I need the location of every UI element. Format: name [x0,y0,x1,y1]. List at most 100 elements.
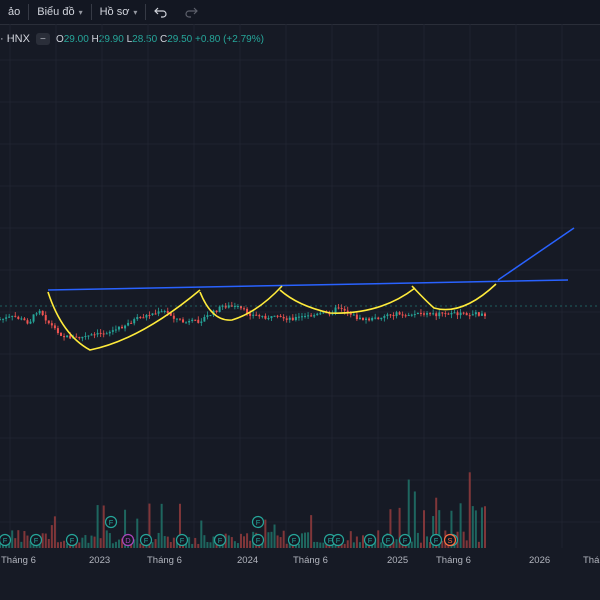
candle-body [8,316,11,318]
candle-body [453,312,456,314]
svg-text:S: S [447,536,452,545]
top-toolbar: ảo Biểu đồ ▾ Hồ sơ ▾ [0,0,600,25]
svg-text:F: F [3,536,8,545]
candle-body [121,326,124,329]
breakout-projection-line[interactable] [497,227,575,281]
event-marker-f[interactable]: F [175,533,189,547]
event-marker-d[interactable]: D [121,533,135,547]
candle-body [422,313,425,315]
candle-body [166,311,169,313]
candle-body [87,335,90,337]
event-marker-f[interactable]: F [331,533,345,547]
event-marker-s[interactable]: S [443,533,457,547]
minus-icon: − [40,33,46,45]
volume-bar [87,542,90,548]
collapse-legend-button[interactable]: − [35,33,50,45]
event-marker-f[interactable]: F [363,533,377,547]
cup-pattern-1[interactable] [47,289,201,351]
volume-bar [20,541,23,548]
volume-bar [23,531,26,548]
svg-text:F: F [434,536,439,545]
candle-body [474,312,477,315]
cup-pattern-2[interactable] [199,285,283,321]
candle-body [480,313,483,316]
candle-body [14,315,17,317]
svg-text:F: F [328,536,333,545]
toolbar-item-label: Hồ sơ [99,6,130,18]
volume-bar [191,543,194,548]
event-marker-f[interactable]: F [381,533,395,547]
event-marker-f[interactable]: F [251,515,265,529]
candle-body [322,312,325,314]
event-marker-f[interactable]: F [104,515,118,529]
candle-body [209,315,212,317]
volume-bar [316,541,319,548]
volume-bar [389,509,392,548]
volume-bar [50,525,53,548]
svg-text:F: F [292,536,297,545]
candle-body [410,314,413,316]
volume-bar [355,536,358,548]
chevron-down-icon: ▾ [133,7,138,17]
candle-body [206,315,209,318]
cup-pattern-4[interactable] [411,283,497,311]
cup-pattern-3[interactable] [279,287,416,314]
redo-button[interactable] [176,0,206,24]
candle-body [450,312,453,315]
candle-body [380,317,383,320]
volume-bar [169,542,172,548]
resistance-trendline[interactable] [47,279,569,291]
candle-body [29,321,32,324]
event-marker-f[interactable]: F [139,533,153,547]
volume-bar [29,540,32,548]
event-marker-f[interactable]: F [398,533,412,547]
candle-body [273,315,276,317]
candle-body [194,319,197,321]
volume-bar [47,538,50,548]
volume-bar [63,540,66,548]
ohlc-values: O29.00 H29.90 L28.50 C29.50 +0.80 (+2.79… [56,34,264,45]
event-marker-f[interactable]: F [29,533,43,547]
candle-body [334,307,337,313]
event-marker-f[interactable]: F [65,533,79,547]
candle-body [142,317,145,319]
candle-body [60,333,63,336]
toolbar-item-label: Biểu đồ [37,6,75,18]
event-marker-f[interactable]: F [0,533,12,547]
toolbar-item-chart-menu[interactable]: Biểu đồ ▾ [29,0,90,24]
svg-text:F: F [386,536,391,545]
svg-text:F: F [180,536,185,545]
toolbar-item-alerts[interactable]: ảo [0,0,28,24]
candle-body [291,317,294,321]
toolbar-item-profile-menu[interactable]: Hồ sơ ▾ [92,0,146,24]
svg-text:F: F [70,536,75,545]
symbol-name[interactable]: · HNX [0,33,30,45]
candlestick-series [0,301,486,342]
price-chart[interactable]: FFFFDFFFFFFFFFFFFFS [0,0,600,548]
volume-bar [484,506,486,548]
svg-text:D: D [125,536,131,545]
volume-bar [270,531,273,548]
event-marker-f[interactable]: F [429,533,443,547]
volume-bar [264,519,267,548]
candle-body [471,314,474,316]
volume-bar [41,533,44,548]
candle-body [307,315,310,317]
volume-bar [139,543,142,548]
event-marker-f[interactable]: F [287,533,301,547]
candle-body [63,335,66,338]
candle-body [47,320,50,324]
event-marker-f[interactable]: F [213,533,227,547]
candle-body [191,319,194,321]
close-value: 29.50 [167,33,193,45]
candle-body [108,331,111,334]
event-marker-f[interactable]: F [251,533,265,547]
candle-body [133,319,136,324]
candle-body [148,314,151,316]
undo-button[interactable] [146,0,176,24]
candle-body [11,315,14,317]
time-axis[interactable]: Tháng 6 2023 Tháng 6 2024 Tháng 6 2025 T… [0,548,600,570]
candle-body [389,314,392,316]
candle-body [66,335,69,338]
candle-body [160,311,163,313]
